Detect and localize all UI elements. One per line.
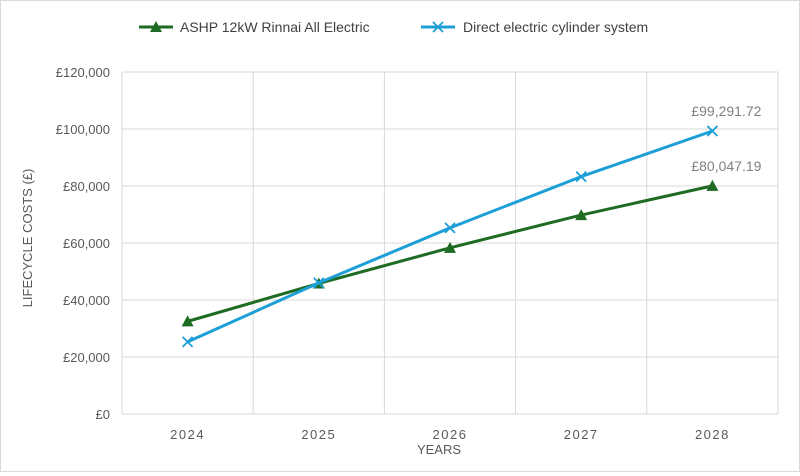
x-tick-label: 2028 xyxy=(695,427,730,442)
y-tick-label: £100,000 xyxy=(56,122,110,137)
gridlines xyxy=(121,71,779,415)
data-point-triangle xyxy=(575,209,588,221)
x-axis-title: YEARS xyxy=(417,442,461,457)
data-point-triangle xyxy=(706,179,719,191)
data-label: £80,047.19 xyxy=(691,158,761,174)
series-line xyxy=(187,184,713,323)
legend-triangle-marker xyxy=(150,21,162,32)
data-point-x xyxy=(444,222,456,234)
y-tick-label: £40,000 xyxy=(63,293,110,308)
x-axis-ticks: 2024 2025 2026 2027 2028 xyxy=(170,427,730,442)
x-tick-label: 2025 xyxy=(301,427,336,442)
data-point-triangle xyxy=(444,241,456,253)
y-tick-label: £0 xyxy=(96,407,110,422)
legend-label-direct-electric: Direct electric cylinder system xyxy=(463,19,648,35)
y-axis-title: LIFECYCLE COSTS (£) xyxy=(20,169,35,308)
data-point-x xyxy=(181,336,194,348)
data-point-x xyxy=(706,125,719,137)
y-tick-label: £20,000 xyxy=(63,350,110,365)
data-point-x xyxy=(313,277,325,289)
x-tick-label: 2026 xyxy=(433,427,468,442)
series-line xyxy=(186,129,713,344)
y-tick-label: £60,000 xyxy=(63,236,110,251)
legend-item-ashp: ASHP 12kW Rinnai All Electric xyxy=(139,19,370,35)
data-point-triangle xyxy=(181,315,194,327)
legend: ASHP 12kW Rinnai All Electric Direct ele… xyxy=(139,19,648,35)
x-tick-label: 2027 xyxy=(564,427,599,442)
x-tick-label: 2024 xyxy=(170,427,205,442)
y-tick-label: £80,000 xyxy=(63,179,110,194)
y-tick-label: £120,000 xyxy=(56,65,110,80)
legend-label-ashp: ASHP 12kW Rinnai All Electric xyxy=(180,19,370,35)
legend-x-marker xyxy=(432,21,444,33)
y-axis-ticks: £0 £20,000 £40,000 £60,000 £80,000 £100,000 £1… xyxy=(56,65,110,422)
series-layer: £80,047.19 £99,291.72 xyxy=(181,103,762,348)
data-label: £99,291.72 xyxy=(691,103,761,119)
legend-item-direct-electric: Direct electric cylinder system xyxy=(421,19,648,35)
data-point-x xyxy=(575,170,587,183)
